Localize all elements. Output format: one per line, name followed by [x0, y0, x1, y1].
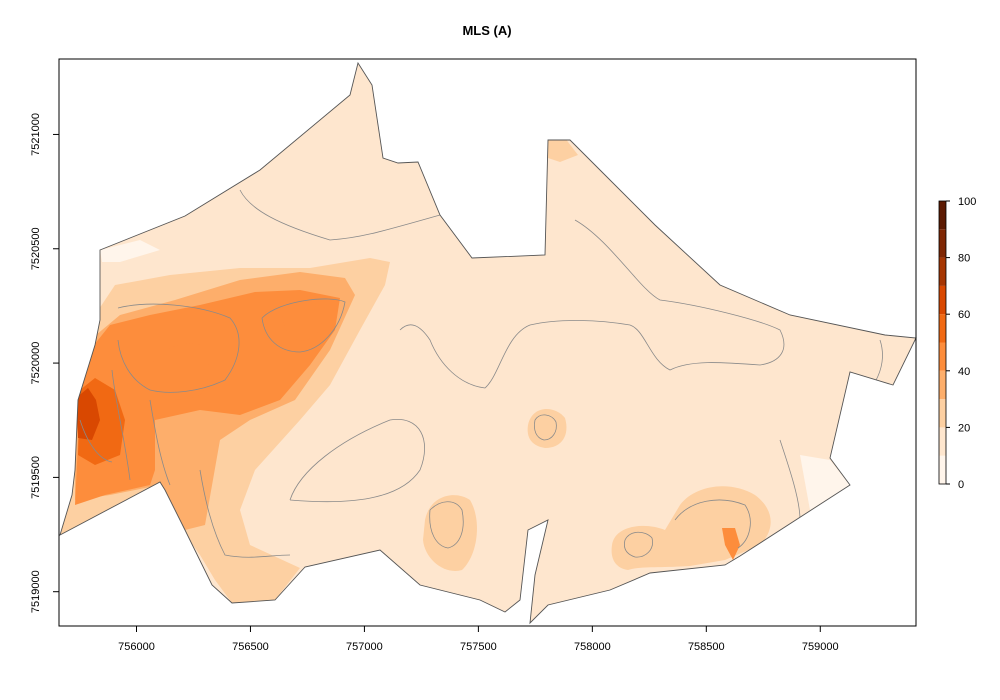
contour-line	[149, 399, 171, 486]
y-tick-label: 7520000	[30, 342, 42, 385]
surface-peak-60-70	[76, 388, 100, 440]
legend-tick-label: 60	[958, 309, 970, 321]
color-legend: 0 20 40 60 80 100	[938, 196, 976, 491]
legend-swatch	[939, 342, 946, 371]
x-tick-label: 757000	[346, 641, 383, 653]
legend-swatch	[939, 314, 946, 343]
plot-frame	[58, 58, 917, 627]
prediction-surface	[60, 63, 916, 623]
legend-tick-label: 80	[958, 253, 970, 265]
legend-swatch	[939, 257, 946, 286]
contour-line	[117, 303, 240, 393]
surface-hotspot-central	[282, 302, 324, 341]
surface-blob-south-b	[527, 408, 567, 448]
contour-line	[674, 499, 751, 549]
contour-line	[239, 189, 441, 241]
study-area-boundary	[59, 61, 917, 625]
legend-swatch	[939, 229, 946, 258]
legend-frame	[938, 200, 947, 485]
legend-swatch	[939, 285, 946, 315]
map-title: MLS (A)	[462, 23, 511, 38]
surface-northwest-edge	[100, 240, 160, 262]
y-tick-label: 7520500	[30, 227, 42, 270]
contour-lines	[79, 189, 883, 558]
contour-line	[289, 418, 425, 503]
x-tick-label: 756000	[118, 641, 155, 653]
legend-swatch	[939, 427, 946, 456]
contour-line	[79, 419, 113, 463]
surface-spot-southeast	[722, 528, 740, 560]
surface-hotspot-west	[150, 343, 209, 400]
contour-line	[874, 339, 883, 383]
x-tick-label: 758000	[574, 641, 611, 653]
legend-swatch	[939, 370, 946, 400]
surface-blob-south-a	[423, 495, 477, 571]
legend-swatch	[939, 399, 946, 428]
contour-line	[534, 414, 557, 441]
legend-tick-label: 20	[958, 422, 970, 434]
surface-low-0-10	[800, 455, 850, 510]
contour-line	[261, 298, 346, 353]
contour-line	[429, 501, 464, 549]
legend-tick-label: 100	[958, 196, 976, 208]
contour-line	[779, 439, 801, 521]
y-axis: 7519000 7519500 7520000 7520500 7521000	[30, 113, 59, 613]
legend-swatch	[939, 455, 946, 484]
contour-line	[199, 469, 291, 558]
y-tick-label: 7521000	[30, 113, 42, 156]
legend-tick-label: 0	[958, 479, 964, 491]
legend-swatch	[939, 201, 946, 230]
legend-tick-label: 40	[958, 366, 970, 378]
y-tick-label: 7519000	[30, 570, 42, 613]
surface-band-40-50	[75, 290, 340, 505]
contour-line	[111, 369, 131, 481]
x-tick-label: 759000	[802, 641, 839, 653]
y-tick-label: 7519500	[30, 456, 42, 499]
x-tick-label: 756500	[232, 641, 269, 653]
contour-line	[624, 531, 653, 558]
x-tick-label: 758500	[688, 641, 725, 653]
surface-north-tip	[548, 138, 578, 162]
x-axis: 756000 756500 757000 757500 758000 758500 7590…	[118, 626, 839, 653]
contour-line	[399, 219, 785, 389]
x-tick-label: 757500	[460, 641, 497, 653]
